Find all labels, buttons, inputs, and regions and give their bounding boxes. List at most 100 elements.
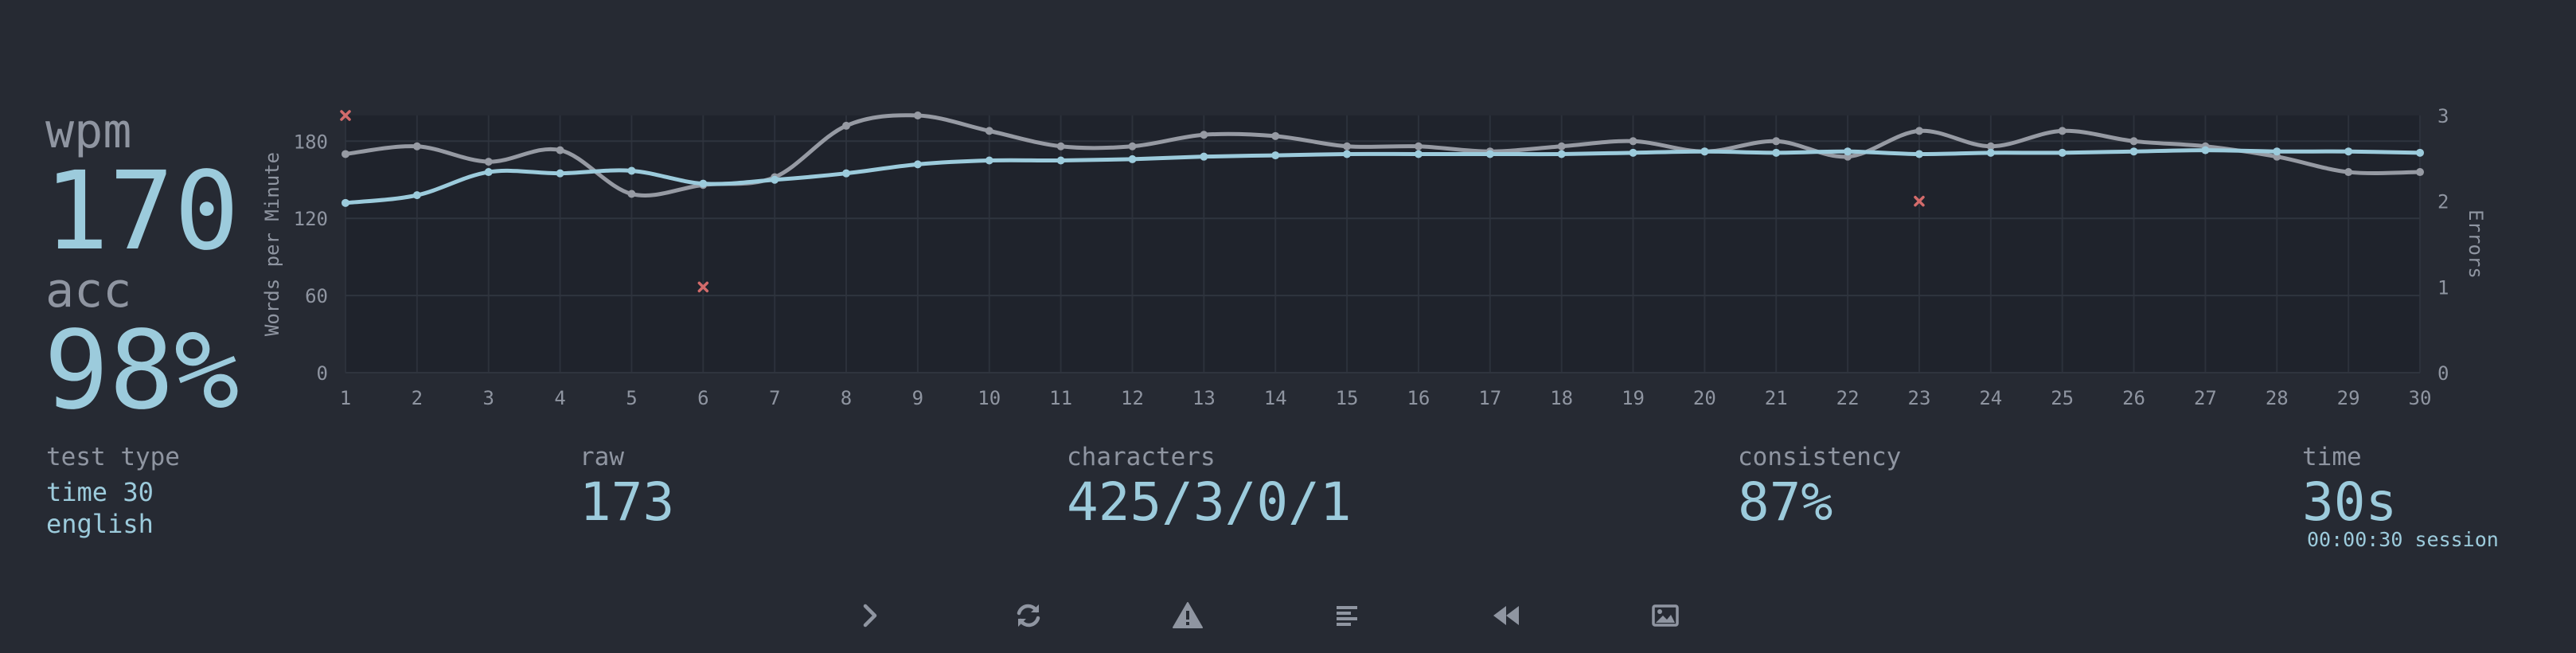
x-tick-label: 2 xyxy=(412,387,423,409)
restart-test-button[interactable] xyxy=(1006,593,1051,638)
raw-point xyxy=(842,121,851,130)
x-tick-label: 13 xyxy=(1192,387,1216,409)
wpm-point xyxy=(2273,147,2281,156)
time-value: 30s xyxy=(2302,471,2398,533)
wpm-point xyxy=(1343,150,1352,158)
x-tick-label: 1 xyxy=(340,387,351,409)
next-test-button[interactable] xyxy=(847,593,892,638)
x-tick-label: 4 xyxy=(554,387,565,409)
raw-point xyxy=(1271,131,1280,140)
error-mark xyxy=(697,281,709,293)
refresh-icon xyxy=(1017,604,1040,628)
x-tick-label: 30 xyxy=(2409,387,2432,409)
test-type-label: test type xyxy=(46,443,180,471)
wpm-line xyxy=(345,148,2421,205)
raw-point xyxy=(1200,131,1208,139)
watch-replay-button[interactable] xyxy=(1484,593,1528,638)
wpm-point xyxy=(1629,148,1637,157)
wpm-chart: 1 2 3 4 5 6 7 8 9 10 11 12 13 14 15 16 17 18 19 20 21 22 23 24 2… xyxy=(261,105,2487,409)
image-icon xyxy=(1652,604,1679,627)
wpm-point xyxy=(556,169,564,178)
x-tick-label: 12 xyxy=(1121,387,1144,409)
wpm-point xyxy=(842,169,851,178)
wpm-point xyxy=(484,168,493,177)
test-type-language: english xyxy=(46,509,154,539)
raw-point xyxy=(627,190,636,198)
chevron-right-icon xyxy=(863,604,877,628)
wpm-point xyxy=(627,166,636,175)
x-tick-label: 19 xyxy=(1622,387,1645,409)
raw-point xyxy=(2129,137,2138,146)
raw-point xyxy=(2416,168,2424,177)
x-tick-label: 27 xyxy=(2194,387,2217,409)
raw-label: raw xyxy=(580,443,624,471)
raw-value: 173 xyxy=(580,471,675,533)
wpm-point xyxy=(1200,152,1208,161)
raw-point xyxy=(1128,142,1137,151)
wpm-label: wpm xyxy=(45,104,132,159)
acc-label: acc xyxy=(45,263,132,319)
wpm-point xyxy=(2344,147,2353,156)
time-label: time xyxy=(2302,443,2362,471)
x-tick-label: 3 xyxy=(482,387,494,409)
raw-point xyxy=(342,150,349,158)
session-time: 00:00:30 session xyxy=(2307,528,2499,551)
warning-icon xyxy=(1173,602,1203,628)
x-tick-label: 8 xyxy=(841,387,852,409)
x-tick-label: 9 xyxy=(912,387,923,409)
consistency-value: 87% xyxy=(1738,471,1833,533)
x-tick-label: 11 xyxy=(1049,387,1072,409)
wpm-point xyxy=(2058,148,2067,157)
acc-value: 98% xyxy=(44,308,240,434)
raw-point xyxy=(985,127,993,135)
x-tick-label: 26 xyxy=(2122,387,2145,409)
wpm-point xyxy=(2201,146,2210,154)
x-tick-label: 24 xyxy=(1979,387,2002,409)
raw-point xyxy=(1343,142,1352,151)
raw-point xyxy=(412,142,421,151)
x-tick-label: 22 xyxy=(1836,387,1860,409)
x-tick-label: 28 xyxy=(2266,387,2289,409)
x-tick-label: 6 xyxy=(697,387,708,409)
save-screenshot-button[interactable] xyxy=(1643,593,1688,638)
x-tick-label: 21 xyxy=(1765,387,1788,409)
wpm-point xyxy=(1128,154,1137,163)
wpm-point xyxy=(1700,147,1709,156)
x-tick-label: 17 xyxy=(1478,387,1501,409)
wpm-point xyxy=(342,198,349,207)
wpm-point xyxy=(1986,148,1995,157)
y-tick-label: 60 xyxy=(305,285,328,307)
characters-label: characters xyxy=(1067,443,1216,471)
raw-point xyxy=(1986,142,1995,151)
wpm-point xyxy=(1557,150,1566,158)
raw-point xyxy=(556,146,564,154)
wpm-point xyxy=(699,179,708,188)
y-right-tick-label: 2 xyxy=(2437,191,2449,213)
wpm-point xyxy=(913,160,922,169)
wpm-point xyxy=(1844,147,1852,156)
x-tick-label: 23 xyxy=(1908,387,1931,409)
wpm-point xyxy=(1914,150,1923,158)
report-question-button[interactable] xyxy=(1165,593,1210,638)
x-tick-label: 29 xyxy=(2337,387,2360,409)
y-right-tick-label: 3 xyxy=(2437,105,2449,127)
raw-point xyxy=(484,158,493,166)
wpm-point xyxy=(412,191,421,200)
raw-point xyxy=(1772,137,1781,146)
wpm-point xyxy=(985,156,993,165)
error-mark xyxy=(340,110,351,121)
wpm-point xyxy=(1485,150,1494,158)
raw-point xyxy=(1629,137,1637,146)
x-tick-label: 7 xyxy=(769,387,780,409)
raw-point xyxy=(2058,127,2067,135)
backward-icon xyxy=(1493,606,1519,625)
x-tick-label: 5 xyxy=(626,387,637,409)
test-type-mode: time 30 xyxy=(46,477,154,507)
y-axis-title: Words per Minute xyxy=(261,152,283,336)
wpm-point xyxy=(1414,150,1423,158)
show-words-history-button[interactable] xyxy=(1325,593,1369,638)
characters-value: 425/3/0/1 xyxy=(1067,471,1352,533)
wpm-point xyxy=(2129,147,2138,156)
x-tick-label: 10 xyxy=(978,387,1001,409)
align-left-icon xyxy=(1337,606,1357,626)
